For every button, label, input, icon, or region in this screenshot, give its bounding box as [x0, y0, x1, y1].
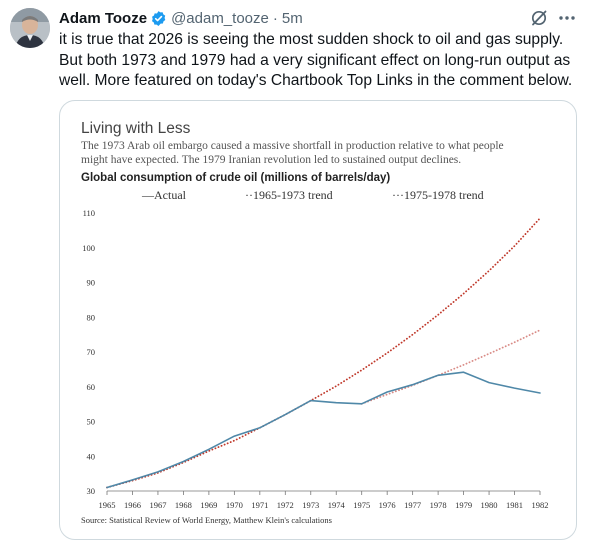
y-axis: 30 40 50 60 70 80 90 100 110 [82, 208, 95, 496]
x-tick-label: 1980 [481, 500, 498, 510]
y-tick-label: 110 [83, 208, 95, 218]
x-axis: 1965 1966 1967 1968 1969 1970 1971 1972 1973 1974… [99, 490, 549, 510]
tweet-timestamp[interactable]: 5m [281, 9, 303, 27]
legend-1965-1973-trend: ··1965-1973 trend [245, 188, 333, 202]
legend-1975-1978-trend: ···1975-1978 trend [392, 188, 484, 202]
x-tick-label: 1977 [404, 500, 421, 510]
chart-source: Source: Statistical Review of World Ener… [81, 515, 332, 525]
y-tick-label: 100 [82, 243, 95, 253]
chart-title: Living with Less [81, 120, 191, 137]
y-tick-label: 40 [87, 451, 96, 461]
tweet-header: Adam Tooze @adam_tooze · 5m [59, 8, 303, 28]
x-tick-label: 1974 [328, 500, 346, 510]
y-tick-label: 90 [87, 278, 96, 288]
y-tick-label: 60 [87, 382, 96, 392]
chart: Living with Less The 1973 Arab oil embar… [81, 120, 549, 525]
chart-subtitle-line: might have expected. The 1979 Iranian re… [81, 154, 461, 166]
y-tick-label: 70 [87, 347, 96, 357]
x-tick-label: 1972 [277, 500, 294, 510]
series-line-actual [106, 371, 541, 489]
x-tick-label: 1970 [226, 500, 243, 510]
author-name[interactable]: Adam Tooze [59, 9, 148, 27]
y-tick-label: 50 [87, 417, 96, 427]
grok-icon[interactable] [530, 9, 548, 27]
x-tick-label: 1973 [302, 500, 319, 510]
x-tick-label: 1968 [175, 500, 192, 510]
x-tick-label: 1971 [251, 500, 268, 510]
chart-heading: Global consumption of crude oil (million… [81, 172, 390, 184]
series-line-1965-1973-trend [106, 217, 541, 489]
x-tick-label: 1966 [124, 500, 141, 510]
legend-actual: —Actual [141, 188, 187, 202]
plot-area [106, 217, 541, 489]
tweet-text-line: it is true that 2026 is seeing the most … [59, 31, 564, 48]
tweet-media-chart[interactable]: Living with Less The 1973 Arab oil embar… [59, 100, 577, 540]
tweet-text: it is true that 2026 is seeing the most … [59, 30, 584, 92]
verified-badge-icon [150, 10, 167, 27]
y-tick-label: 80 [87, 312, 96, 322]
x-tick-label: 1975 [353, 500, 370, 510]
chart-subtitle-line: The 1973 Arab oil embargo caused a massi… [81, 140, 504, 152]
more-options-icon[interactable] [557, 9, 577, 27]
x-tick-label: 1967 [149, 500, 166, 510]
x-tick-label: 1982 [532, 500, 549, 510]
x-tick-label: 1981 [506, 500, 523, 510]
header-separator: · [272, 9, 278, 27]
x-tick-label: 1979 [455, 500, 472, 510]
tweet-text-line: well. More featured on today's Chartbook… [59, 72, 573, 89]
author-handle[interactable]: @adam_tooze [171, 9, 269, 27]
x-tick-label: 1969 [200, 500, 217, 510]
x-tick-label: 1976 [379, 500, 396, 510]
x-tick-label: 1965 [99, 500, 116, 510]
x-tick-label: 1978 [430, 500, 447, 510]
y-tick-label: 30 [87, 486, 96, 496]
avatar[interactable] [10, 8, 50, 48]
series-line-1975-1978-trend [360, 329, 541, 405]
tweet-text-line: But both 1973 and 1979 had a very signif… [59, 51, 571, 69]
